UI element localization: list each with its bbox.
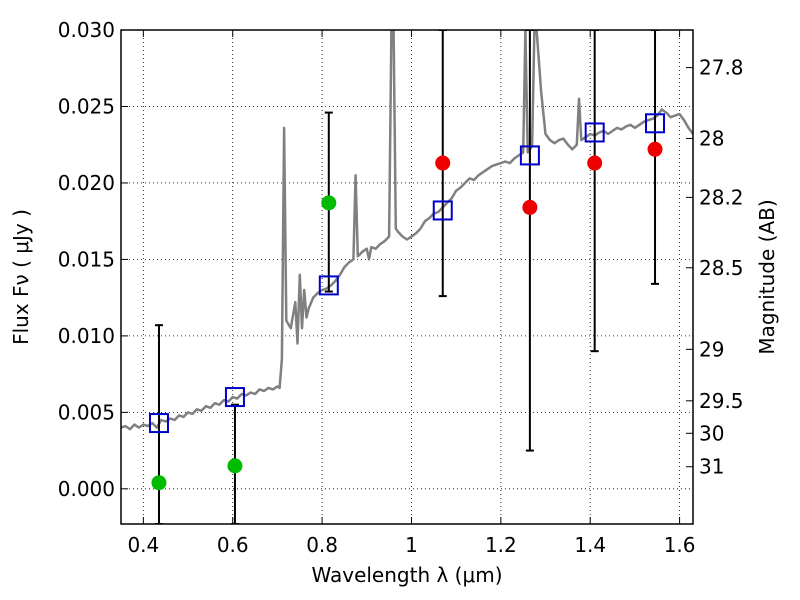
model-point	[224, 387, 245, 408]
x-axis-label: Wavelength λ (μm)	[311, 563, 502, 587]
x-tick-label: 0.6	[217, 533, 249, 557]
x-tick-label: 1	[405, 533, 418, 557]
model-point	[645, 113, 666, 134]
x-tick-label: 0.8	[306, 533, 338, 557]
data-layer	[121, 30, 693, 524]
model-point	[584, 122, 605, 143]
y-tick-label: 0.030	[58, 18, 115, 42]
red-point	[587, 155, 603, 171]
ticks: 0.4 0.6 0.8 1 1.2 1.4 1.6 0.000 0.005 0.010 0.015 0…	[58, 18, 744, 557]
y-axis-right-label: Magnitude (AB)	[755, 199, 779, 354]
green-point	[321, 195, 337, 211]
right-tick-label: 28	[699, 126, 724, 150]
right-tick-label: 28.5	[699, 256, 744, 280]
green-point	[151, 475, 167, 491]
green-point	[227, 458, 243, 474]
y-axis-label: Flux Fν ( μJy )	[9, 209, 33, 345]
red-point	[522, 199, 538, 215]
model-point	[432, 200, 453, 221]
y-tick-label: 0.005	[58, 400, 115, 424]
y-tick-label: 0.025	[58, 94, 115, 118]
right-tick-label: 27.8	[699, 56, 744, 80]
right-tick-label: 30	[699, 421, 724, 445]
red-point	[647, 141, 663, 157]
plot-frame	[120, 29, 694, 525]
x-tick-label: 1.4	[574, 533, 606, 557]
model-point	[519, 145, 540, 166]
y-tick-label: 0.020	[58, 171, 115, 195]
model-point	[318, 275, 339, 296]
x-tick-label: 1.6	[664, 533, 696, 557]
red-point	[435, 155, 451, 171]
plot-background	[121, 30, 693, 524]
right-tick-label: 29.5	[699, 389, 744, 413]
right-tick-label: 31	[699, 455, 724, 479]
x-tick-label: 1.2	[485, 533, 517, 557]
right-tick-label: 29	[699, 337, 724, 361]
y-tick-label: 0.010	[58, 324, 115, 348]
right-tick-label: 28.2	[699, 185, 744, 209]
x-tick-label: 0.4	[127, 533, 159, 557]
y-tick-label: 0.015	[58, 247, 115, 271]
model-point	[148, 413, 169, 434]
y-tick-label: 0.000	[58, 477, 115, 501]
